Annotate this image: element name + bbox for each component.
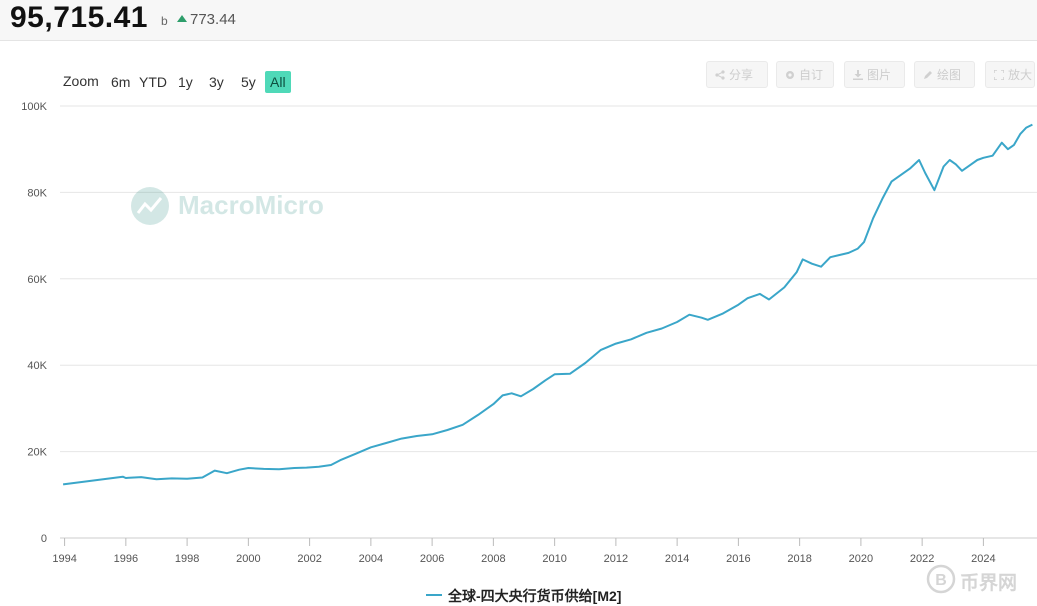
y-tick-label: 40K xyxy=(27,360,47,372)
download-icon xyxy=(853,70,863,80)
value-header: 95,715.41 b 773.44 xyxy=(0,0,1037,41)
y-tick-label: 80K xyxy=(27,187,47,199)
x-tick-label: 2024 xyxy=(971,553,995,565)
watermark-text: MacroMicro xyxy=(178,190,324,220)
y-tick-label: 20K xyxy=(27,447,47,459)
x-tick-label: 2002 xyxy=(297,553,321,565)
x-tick-label: 2020 xyxy=(849,553,873,565)
series-line xyxy=(62,123,1033,486)
svg-text:B: B xyxy=(935,572,947,589)
expand-label: 放大 xyxy=(1008,68,1033,82)
image-label: 图片 xyxy=(867,68,892,82)
draw-label: 绘图 xyxy=(937,68,962,82)
y-tick-label: 0 xyxy=(41,533,47,545)
x-tick-label: 2004 xyxy=(359,553,383,565)
x-tick-label: 2022 xyxy=(910,553,934,565)
macromicro-logo-icon xyxy=(131,187,169,225)
current-value: 95,715.41 xyxy=(10,1,148,34)
x-tick-label: 2006 xyxy=(420,553,444,565)
legend-label: 全球-四大央行货币供给[M2] xyxy=(448,588,622,604)
zoom-ytd-button[interactable]: YTD xyxy=(139,74,167,90)
share-icon xyxy=(715,70,725,80)
image-button[interactable]: 图片 xyxy=(844,61,905,88)
x-tick-label: 2018 xyxy=(787,553,811,565)
value-unit: b xyxy=(161,14,168,28)
x-tick-label: 2016 xyxy=(726,553,750,565)
x-tick-label: 2010 xyxy=(542,553,566,565)
y-tick-label: 100K xyxy=(21,101,47,113)
subscribe-label: 自订 xyxy=(799,68,824,82)
zoom-3y-button[interactable]: 3y xyxy=(209,74,224,90)
share-label: 分享 xyxy=(729,68,754,82)
site-logo-text: 币界网 xyxy=(960,573,1018,594)
change-value: 773.44 xyxy=(190,11,236,28)
x-tick-label: 2000 xyxy=(236,553,260,565)
zoom-label: Zoom xyxy=(63,73,99,89)
zoom-all-button[interactable]: All xyxy=(265,71,291,93)
x-tick-label: 2008 xyxy=(481,553,505,565)
legend-line-swatch xyxy=(426,594,442,596)
draw-button[interactable]: 绘图 xyxy=(914,61,975,88)
subscribe-button[interactable]: 自订 xyxy=(776,61,834,88)
zoom-5y-button[interactable]: 5y xyxy=(241,74,256,90)
x-tick-label: 2014 xyxy=(665,553,689,565)
x-tick-label: 1998 xyxy=(175,553,199,565)
x-tick-label: 2012 xyxy=(604,553,628,565)
macromicro-watermark: MacroMicro xyxy=(130,184,340,228)
up-arrow-icon xyxy=(177,15,187,22)
bitcoin-icon: B xyxy=(926,564,956,594)
pencil-icon xyxy=(924,71,932,79)
expand-button[interactable]: 放大 xyxy=(985,61,1035,88)
y-tick-label: 60K xyxy=(27,274,47,286)
zoom-6m-button[interactable]: 6m xyxy=(111,74,131,90)
zoom-1y-button[interactable]: 1y xyxy=(178,74,193,90)
site-logo: B 币界网 xyxy=(926,564,1036,596)
share-button[interactable]: 分享 xyxy=(706,61,768,88)
gear-icon xyxy=(786,71,794,79)
x-tick-label: 1994 xyxy=(52,553,76,565)
x-tick-label: 1996 xyxy=(114,553,138,565)
